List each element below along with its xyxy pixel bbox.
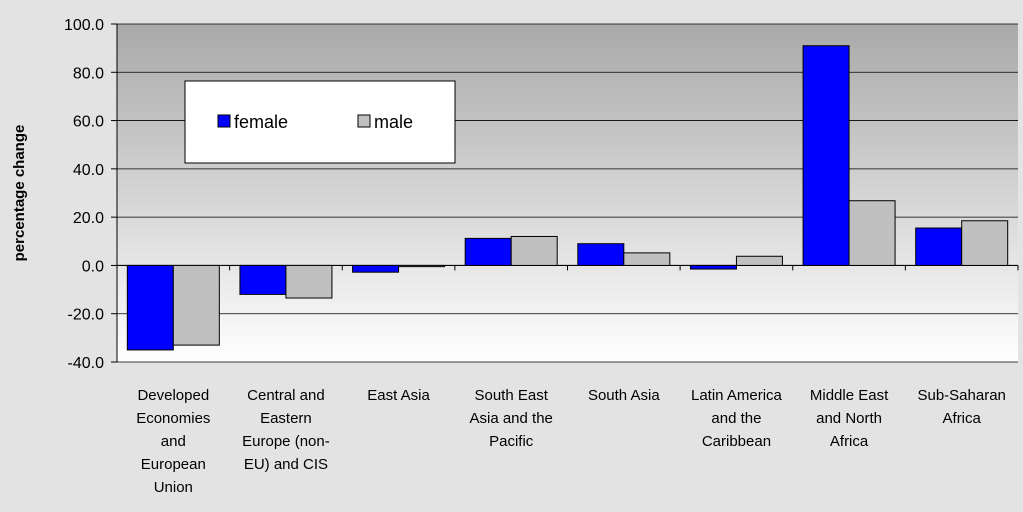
bar-female [239, 264, 287, 295]
bar-male [285, 264, 333, 299]
bar-female [802, 45, 850, 266]
y-tick-label: 0.0 [82, 258, 104, 275]
plot-background [117, 24, 1018, 362]
legend-label-female: female [234, 112, 288, 132]
y-tick-labels: 100.0 80.0 60.0 40.0 20.0 0.0 -20.0 -40.0 [64, 17, 104, 372]
bar-male [623, 252, 671, 266]
x-tick-label: Latin America and the Caribbean [691, 387, 783, 450]
y-tick-label: 20.0 [73, 210, 104, 227]
legend: female male [184, 80, 456, 164]
x-tick-label: East Asia [367, 387, 430, 404]
bar-female [577, 243, 625, 266]
bar-male [735, 255, 783, 266]
bar-male [961, 220, 1009, 266]
x-tick-label: South East Asia and the Pacific [469, 387, 552, 450]
plot-area [117, 24, 1018, 362]
y-tick-label: 60.0 [73, 114, 104, 131]
bar-female [126, 264, 174, 351]
bar-female [352, 264, 400, 273]
x-tick-labels: Developed Economies and European Union Centra… [136, 387, 1006, 496]
bar-female [915, 227, 963, 266]
y-tick-label: 100.0 [64, 17, 104, 34]
bar-female [689, 264, 737, 270]
bar-female [464, 237, 512, 266]
bar-male [848, 200, 896, 266]
y-tick-label: -20.0 [68, 307, 105, 324]
y-tick-label: 80.0 [73, 65, 104, 82]
x-tick-label: Developed Economies and European Union [136, 387, 210, 496]
bar-male [398, 264, 446, 268]
legend-label-male: male [374, 112, 413, 132]
bars [126, 45, 1009, 351]
x-tick-label: Central and Eastern Europe (non-EU) and CI… [242, 387, 330, 473]
legend-swatch-female [217, 114, 231, 128]
y-tick-label: 40.0 [73, 162, 104, 179]
x-tick-label: Middle East and North Africa [810, 387, 889, 450]
legend-swatch-male [357, 114, 371, 128]
bar-male [172, 264, 220, 346]
x-tick-label: Sub-Saharan Africa [917, 387, 1005, 427]
y-tick-label: -40.0 [68, 355, 105, 372]
bar-male [510, 235, 558, 266]
x-tick-label: South Asia [588, 387, 660, 404]
y-axis-label: percentage change [11, 125, 28, 262]
